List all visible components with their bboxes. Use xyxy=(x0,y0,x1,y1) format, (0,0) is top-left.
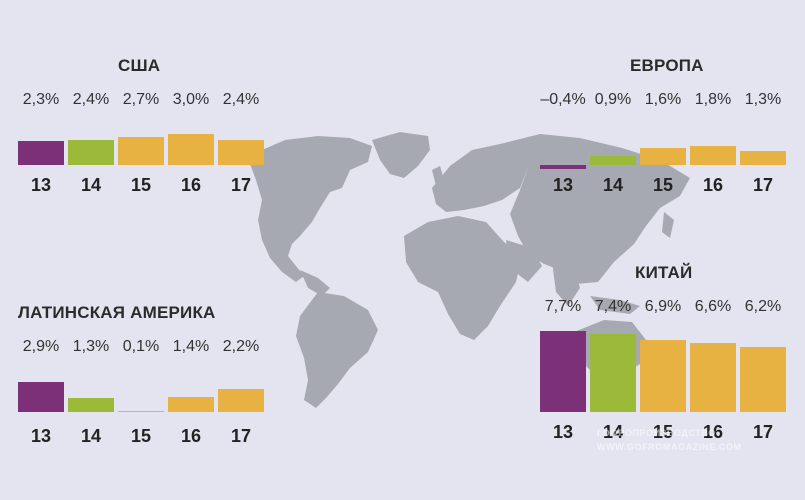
chart-title: КИТАЙ xyxy=(635,263,693,282)
greenland-shape xyxy=(372,132,430,178)
bar xyxy=(590,155,636,165)
bar xyxy=(740,346,786,412)
world-map-continents xyxy=(250,132,690,408)
value-label: 3,0% xyxy=(172,91,210,108)
japan-shape xyxy=(662,212,674,238)
bar xyxy=(590,334,636,412)
bar xyxy=(690,146,736,165)
value-label: 1,8% xyxy=(694,91,732,108)
value-label: 2,9% xyxy=(22,338,60,355)
year-label: 15 xyxy=(652,422,674,442)
year-label: 16 xyxy=(702,422,724,442)
bar xyxy=(740,151,786,165)
value-label: 2,2% xyxy=(222,338,260,355)
bar xyxy=(540,331,586,412)
watermark-line-2: WWW.GOFROMAGAZINE.COM xyxy=(597,442,742,452)
bar xyxy=(168,133,214,165)
value-label: 1,4% xyxy=(172,338,210,355)
bar xyxy=(168,397,214,412)
value-label: 1,3% xyxy=(744,91,782,108)
bar xyxy=(68,398,114,412)
year-label: 17 xyxy=(230,175,252,195)
value-label: 1,3% xyxy=(72,338,110,355)
africa-shape xyxy=(404,216,522,340)
year-label: 13 xyxy=(552,422,574,442)
value-label: 0,9% xyxy=(594,91,632,108)
watermark: ГОФРОПРОИЗВОДСТВО WWW.GOFROMAGAZINE.COM xyxy=(597,428,742,452)
chart-title: США xyxy=(118,56,161,75)
value-label: 0,1% xyxy=(122,338,160,355)
chart-china: КИТАЙ 7,7% 13 7,4% 14 6,9% 15 6,6% 16 6,2% 17 xyxy=(540,262,790,452)
year-label: 13 xyxy=(30,426,52,446)
value-label: 2,4% xyxy=(222,91,260,108)
year-label: 15 xyxy=(652,175,674,195)
year-label: 13 xyxy=(30,175,52,195)
bar xyxy=(218,388,264,412)
chart-title: ЕВРОПА xyxy=(630,56,704,75)
north-america-shape xyxy=(250,136,372,282)
bar xyxy=(540,165,586,170)
year-label: 14 xyxy=(80,175,102,195)
chart-usa: США 2,3% 13 2,4% 14 2,7% 15 3,0% 16 2,4% 17 xyxy=(18,55,268,205)
value-label: 7,7% xyxy=(544,298,582,315)
year-label: 17 xyxy=(230,426,252,446)
chart-europe: ЕВРОПА –0,4% 13 0,9% 14 1,6% 15 1,8% 16 1,3% 17 xyxy=(540,55,790,205)
south-america-shape xyxy=(296,292,378,408)
asia-shape xyxy=(500,134,690,284)
bar xyxy=(690,342,736,412)
bar xyxy=(18,140,64,165)
value-label: 7,4% xyxy=(594,298,632,315)
year-label: 16 xyxy=(702,175,724,195)
year-label: 15 xyxy=(130,175,152,195)
bar xyxy=(118,136,164,165)
indonesia-shape xyxy=(590,296,640,314)
bar xyxy=(640,339,686,412)
year-label: 16 xyxy=(180,426,202,446)
europe-shape xyxy=(432,144,528,212)
value-label: 6,9% xyxy=(644,298,682,315)
value-label: 2,4% xyxy=(72,91,110,108)
value-label: 2,7% xyxy=(122,91,160,108)
value-label: 6,2% xyxy=(744,298,782,315)
bar xyxy=(640,148,686,165)
year-label: 13 xyxy=(552,175,574,195)
year-label: 16 xyxy=(180,175,202,195)
year-label: 17 xyxy=(752,175,774,195)
bar xyxy=(218,139,264,165)
year-label: 14 xyxy=(80,426,102,446)
value-label: 6,6% xyxy=(694,298,732,315)
chart-title: ЛАТИНСКАЯ АМЕРИКА xyxy=(18,303,216,322)
value-label: –0,4% xyxy=(540,91,586,108)
year-label: 17 xyxy=(752,422,774,442)
watermark-line-1: ГОФРОПРОИЗВОДСТВО xyxy=(597,428,716,438)
value-label: 2,3% xyxy=(22,91,60,108)
chart-latin-america: ЛАТИНСКАЯ АМЕРИКА 2,9% 13 1,3% 14 0,1% 15 1,4%… xyxy=(18,302,268,452)
india-shape xyxy=(552,262,580,306)
bar xyxy=(68,139,114,165)
year-label: 15 xyxy=(130,426,152,446)
year-label: 14 xyxy=(602,422,624,442)
uk-shape xyxy=(432,166,444,186)
value-label: 1,6% xyxy=(644,91,682,108)
year-label: 14 xyxy=(602,175,624,195)
arabia-shape xyxy=(506,240,542,282)
bar xyxy=(18,381,64,412)
central-america-shape xyxy=(300,270,330,296)
bar xyxy=(118,410,164,412)
